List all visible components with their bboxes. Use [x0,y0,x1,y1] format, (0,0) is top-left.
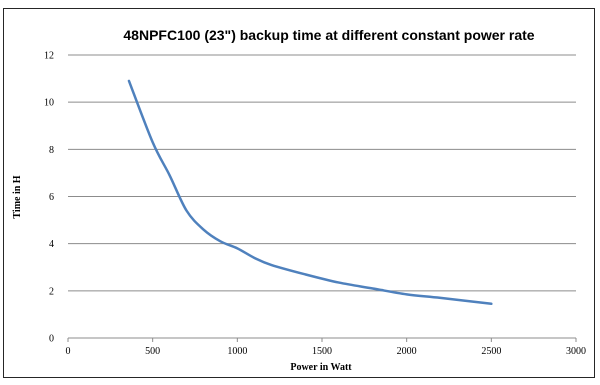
x-tick-label: 2000 [397,346,417,357]
grid-lines [68,54,576,292]
y-tick-label: 8 [49,145,54,156]
x-tick-label: 0 [66,346,71,357]
series-line [127,79,493,306]
y-tick-label: 4 [49,239,54,250]
x-tick-label: 2500 [481,346,501,357]
y-tick-labels: 0 2 4 6 8 10 12 [44,51,54,345]
x-tick-label: 1500 [312,346,332,357]
y-tick-label: 12 [44,51,54,62]
y-tick-label: 0 [49,334,54,345]
y-tick-label: 10 [44,98,54,109]
y-tick-label: 6 [49,192,54,203]
chart-title: 48NPFC100 (23") backup time at different… [123,27,534,43]
axes [67,337,577,342]
y-tick-label: 2 [49,286,54,297]
series-layer [127,79,493,306]
y-axis-title: Time in H [12,175,23,218]
x-axis-title: Power in Watt [290,362,352,373]
x-tick-label: 1000 [227,346,247,357]
x-tick-label: 500 [145,346,160,357]
x-tick-label: 3000 [566,346,586,357]
x-tick-labels: 0 500 1000 1500 2000 2500 3000 [66,346,587,357]
chart-frame [3,8,595,378]
